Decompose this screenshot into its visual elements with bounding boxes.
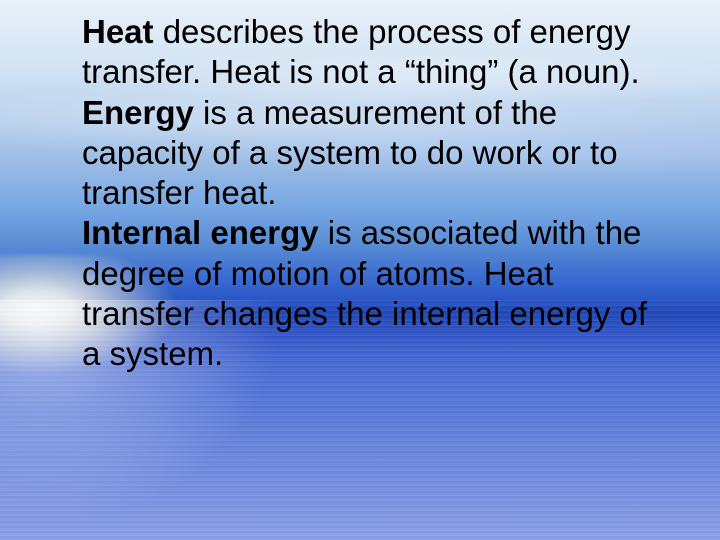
body-text: Heat describes the process of energy tra… (82, 12, 672, 374)
paragraph-heat: Heat describes the process of energy tra… (82, 12, 672, 93)
term-heat: Heat (82, 13, 154, 50)
def-heat: describes the process of energy transfer… (82, 13, 640, 90)
paragraph-energy: Energy is a measurement of the capacity … (82, 93, 672, 214)
term-energy: Energy (82, 94, 194, 131)
paragraph-internal-energy: Internal energy is associated with the d… (82, 213, 672, 374)
slide: Heat describes the process of energy tra… (0, 0, 720, 540)
term-internal-energy: Internal energy (82, 214, 319, 251)
